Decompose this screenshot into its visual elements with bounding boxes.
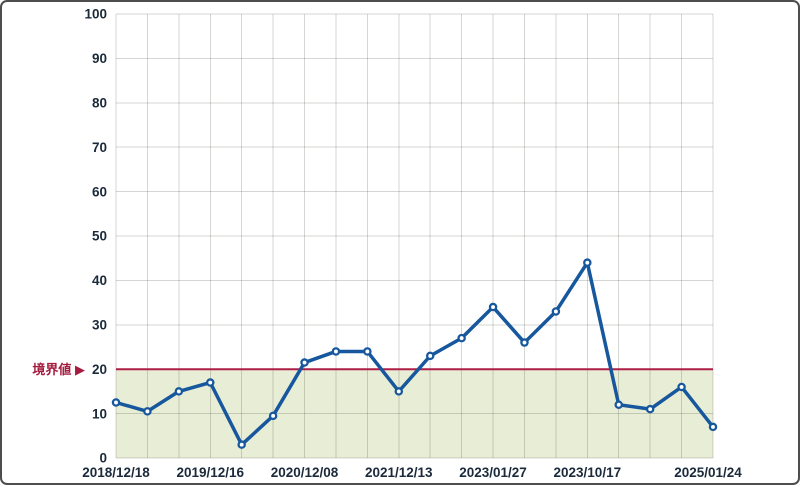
data-point-marker xyxy=(143,407,152,416)
data-point-marker xyxy=(300,358,309,367)
data-point-marker xyxy=(425,351,435,361)
y-axis-tick-label: 80 xyxy=(92,96,107,111)
y-axis-tick-label: 90 xyxy=(92,51,107,66)
data-point-marker xyxy=(237,440,246,449)
data-point-marker xyxy=(677,382,686,392)
x-axis-tick-label: 2023/01/27 xyxy=(459,465,527,480)
data-point-marker xyxy=(363,347,372,356)
x-axis-tick-label: 2018/12/18 xyxy=(82,465,150,480)
data-point-marker xyxy=(268,411,278,421)
y-axis-tick-label: 40 xyxy=(92,273,107,288)
y-axis-tick-label: 0 xyxy=(99,451,107,466)
x-axis-tick-label: 2019/12/16 xyxy=(176,465,244,480)
gridlines xyxy=(115,13,714,459)
data-point-marker xyxy=(614,400,623,409)
data-point-marker xyxy=(645,404,655,414)
data-point-marker xyxy=(520,338,529,347)
y-axis-tick-label: 70 xyxy=(92,140,107,155)
data-point-marker xyxy=(583,258,592,267)
series-line xyxy=(114,260,715,447)
x-axis-labels: 2018/12/18 2019/12/16 2020/12/08 2021/12/13… xyxy=(82,465,742,480)
data-point-marker xyxy=(331,347,341,356)
x-axis-tick-label: 2025/01/24 xyxy=(674,465,742,480)
data-point-marker xyxy=(394,387,404,396)
data-point-marker xyxy=(551,307,561,316)
y-axis-tick-label: 30 xyxy=(92,318,107,333)
boundary-label: 境界値 ▶ xyxy=(32,362,85,377)
data-point-marker xyxy=(206,378,215,387)
data-point-marker xyxy=(111,398,121,407)
y-axis-labels: 0 10 20 30 40 50 60 70 80 90 100 xyxy=(84,7,107,466)
y-axis-tick-label: 10 xyxy=(92,406,107,421)
data-point-marker xyxy=(488,302,498,312)
x-axis-tick-label: 2023/10/17 xyxy=(554,465,622,480)
y-axis-tick-label: 100 xyxy=(84,7,107,22)
data-point-marker xyxy=(457,333,466,343)
x-axis-tick-label: 2021/12/13 xyxy=(365,465,433,480)
data-point-marker xyxy=(174,387,184,396)
x-axis-tick-label: 2020/12/08 xyxy=(271,465,339,480)
data-point-marker xyxy=(708,422,718,432)
y-axis-tick-label: 50 xyxy=(92,229,107,244)
y-axis-tick-label: 20 xyxy=(92,362,107,377)
y-axis-tick-label: 60 xyxy=(92,184,107,199)
data-point-markers xyxy=(111,258,718,449)
